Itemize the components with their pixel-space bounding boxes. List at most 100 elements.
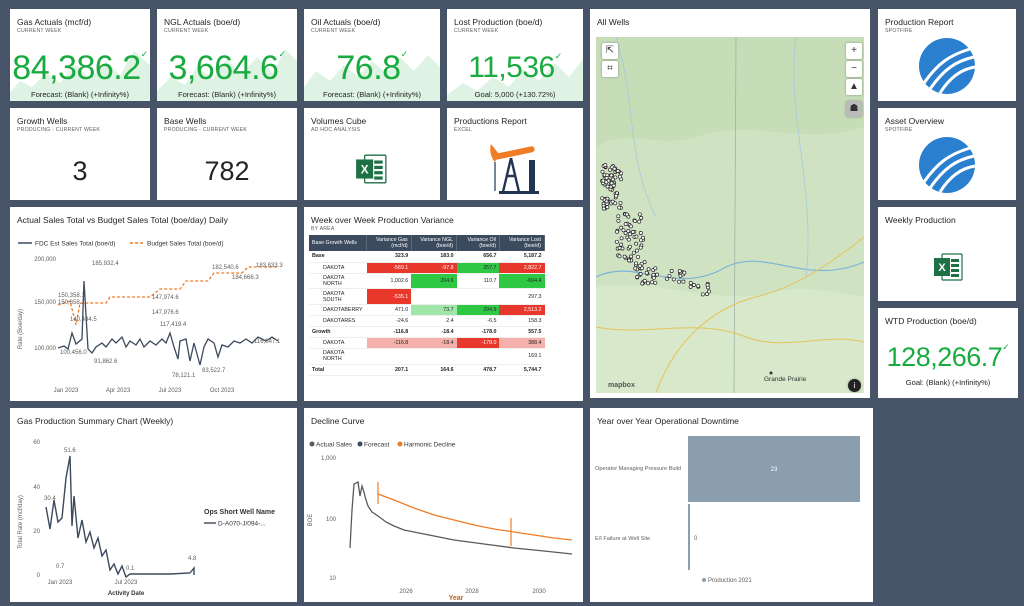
info-icon[interactable]: i: [848, 379, 861, 392]
zoom-out-button[interactable]: −: [846, 61, 862, 77]
x-tick: Jan 2023: [54, 388, 79, 394]
x-tick: Jul 2023: [115, 580, 138, 586]
well-marker: [637, 212, 642, 217]
table-row[interactable]: DAKOTA -116.8 -18.4 -178.0 388.4: [309, 337, 545, 350]
decline-curve-tile[interactable]: Decline Curve Actual Sales Forecast Harm…: [304, 408, 583, 602]
card-subtitle: SPOTFIRE: [885, 127, 913, 133]
base-wells-card[interactable]: Base Wells PRODUCING - CURRENT WEEK 782: [157, 108, 297, 200]
well-marker: [651, 275, 656, 280]
column-header[interactable]: Variance NGL (boe/d): [411, 235, 458, 251]
table-row[interactable]: DAKOTABERRY 471.0 73.7 294.9 2,513.2: [309, 304, 545, 317]
gas-summary-chart[interactable]: Total Rate (mcf/day) 60 40 20 0 Jan 2023…: [10, 430, 297, 602]
well-marker: [611, 183, 616, 188]
well-marker: [619, 236, 624, 241]
volumes-cube-tile[interactable]: Volumes Cube AD HOC ANALYSIS X: [304, 108, 440, 200]
oil-actuals-card[interactable]: Oil Actuals (boe/d) CURRENT WEEK 76.8✓ F…: [304, 9, 440, 101]
legend-actual-dot: [309, 441, 315, 447]
well-marker: [669, 269, 674, 273]
all-wells-map-tile[interactable]: All Wells Grande Prairie mapbox ⇱ ⌗ + − …: [590, 9, 870, 398]
well-marker: [626, 229, 631, 234]
row-label: DAKOTA NORTH: [309, 348, 367, 365]
row-label: DAKOTA NORTH: [309, 273, 367, 290]
wells-map[interactable]: Grande Prairie mapbox: [596, 37, 864, 393]
growth-wells-card[interactable]: Growth Wells PRODUCING - CURRENT WEEK 3: [10, 108, 150, 200]
well-marker: [646, 281, 651, 286]
well-marker: [638, 272, 643, 276]
weekly-production-tile[interactable]: Weekly Production X: [878, 207, 1016, 301]
data-label: 78,121.1: [172, 373, 196, 379]
variance-table[interactable]: Base Growth Wells Variance Gas (mcf/d) Var…: [309, 235, 546, 376]
table-cell: -604.4: [499, 273, 545, 290]
actual-series-line: [57, 280, 279, 366]
well-marker: [600, 169, 605, 174]
gas-summary-chart-tile[interactable]: Gas Production Summary Chart (Weekly) To…: [10, 408, 297, 602]
data-label: 150,358.1: [58, 293, 85, 299]
actual-vs-budget-chart[interactable]: FDC Est Sales Total (boe/d) Budget Sales…: [10, 229, 297, 401]
column-header[interactable]: Variance Gas (mcf/d): [366, 235, 412, 251]
well-marker: [671, 277, 676, 282]
well-marker: [603, 163, 608, 167]
card-title: Growth Wells: [17, 116, 68, 126]
lost-production-card[interactable]: Lost Production (boe/d) CURRENT WEEK 11,…: [447, 9, 583, 101]
card-title: All Wells: [597, 17, 630, 27]
pumpjack-icon: [490, 144, 539, 194]
table-row[interactable]: DAKOTA SOUTH -535.1 297.3: [309, 288, 545, 306]
table-row[interactable]: Growth -116.8 -18.4 -178.0 557.5: [309, 326, 545, 339]
table-row[interactable]: DAKOTA -569.1 -97.8 257.7 2,822.7: [309, 262, 545, 274]
table-cell: 388.4: [499, 337, 545, 350]
well-marker: [636, 254, 640, 259]
asset-overview-tile[interactable]: Asset Overview SPOTFIRE: [878, 108, 1016, 200]
column-header[interactable]: Variance Oil (boe/d): [456, 235, 500, 251]
well-marker: [706, 289, 711, 294]
lost-sparkline: [447, 59, 583, 101]
street-view-icon[interactable]: ☗: [846, 101, 862, 117]
kpi-value: 76.8✓: [336, 49, 408, 87]
well-marker: [618, 200, 623, 205]
well-marker: [650, 280, 655, 285]
y-tick: 150,000: [34, 300, 56, 306]
well-marker: [617, 254, 622, 259]
downtime-chart[interactable]: Operator Managing Pressure Build 23 E/I …: [590, 430, 873, 602]
zoom-in-button[interactable]: +: [846, 43, 862, 59]
category-label: Operator Managing Pressure Build: [595, 466, 681, 472]
table-cell: [411, 348, 457, 365]
column-header[interactable]: Variance Lost (boe/d): [499, 235, 546, 251]
gas-actuals-card[interactable]: Gas Actuals (mcf/d) CURRENT WEEK 84,386.…: [10, 9, 150, 101]
row-label: DAKOTABERRY: [309, 304, 367, 317]
decline-curve-chart[interactable]: Actual Sales Forecast Harmonic Decline B…: [304, 430, 583, 602]
productions-report-excel-tile[interactable]: Productions Report EXCEL: [447, 108, 583, 200]
table-row[interactable]: DAKOTA NORTH 1,002.6 204.6 110.7 -604.4: [309, 273, 545, 290]
well-marker: [616, 218, 621, 223]
table-row[interactable]: Total 207.1 164.6 478.7 5,744.7: [309, 364, 545, 376]
production-report-spotfire-tile[interactable]: Production Report SPOTFIRE: [878, 9, 1016, 101]
well-marker: [696, 283, 701, 288]
reset-bearing-button[interactable]: ▲: [846, 79, 862, 95]
table-row[interactable]: DAKOTA NORTH 169.1: [309, 348, 545, 365]
well-marker: [635, 248, 639, 253]
well-marker: [655, 272, 660, 277]
legend-budget: Budget Sales Total (boe/d): [147, 241, 224, 248]
chart-title: Year over Year Operational Downtime: [597, 416, 739, 426]
map-select-icon[interactable]: ⇱: [602, 43, 618, 59]
well-marker: [635, 275, 640, 279]
map-lasso-icon[interactable]: ⌗: [602, 61, 618, 77]
variance-table-tile[interactable]: Week over Week Production Variance BY AR…: [304, 207, 583, 401]
downtime-chart-tile[interactable]: Year over Year Operational Downtime Oper…: [590, 408, 873, 602]
kpi-forecast: Forecast: (Blank) (+Infinity%): [322, 90, 422, 99]
ngl-actuals-card[interactable]: NGL Actuals (boe/d) CURRENT WEEK 3,664.6…: [157, 9, 297, 101]
column-header[interactable]: Base Growth Wells: [309, 235, 368, 251]
actual-vs-budget-chart-tile[interactable]: Actual Sales Total vs Budget Sales Total…: [10, 207, 297, 401]
card-subtitle: SPOTFIRE: [885, 28, 913, 34]
data-label: 91,862.6: [94, 359, 118, 365]
well-marker: [637, 219, 642, 224]
wtd-production-card[interactable]: WTD Production (boe/d) 128,266.7✓ Goal: …: [878, 308, 1018, 398]
table-row[interactable]: Base 323.9 183.0 656.7 5,187.2: [309, 251, 545, 263]
well-marker: [601, 206, 606, 211]
table-cell: 5,744.7: [499, 364, 545, 376]
table-cell: -116.8: [366, 326, 412, 339]
card-title: WTD Production (boe/d): [885, 316, 977, 326]
table-row[interactable]: DAKOTARES -24.6 2.4 -6.5 158.3: [309, 315, 545, 328]
well-marker: [634, 261, 639, 266]
x-tick: 2030: [532, 589, 546, 595]
well-marker: [612, 166, 617, 171]
